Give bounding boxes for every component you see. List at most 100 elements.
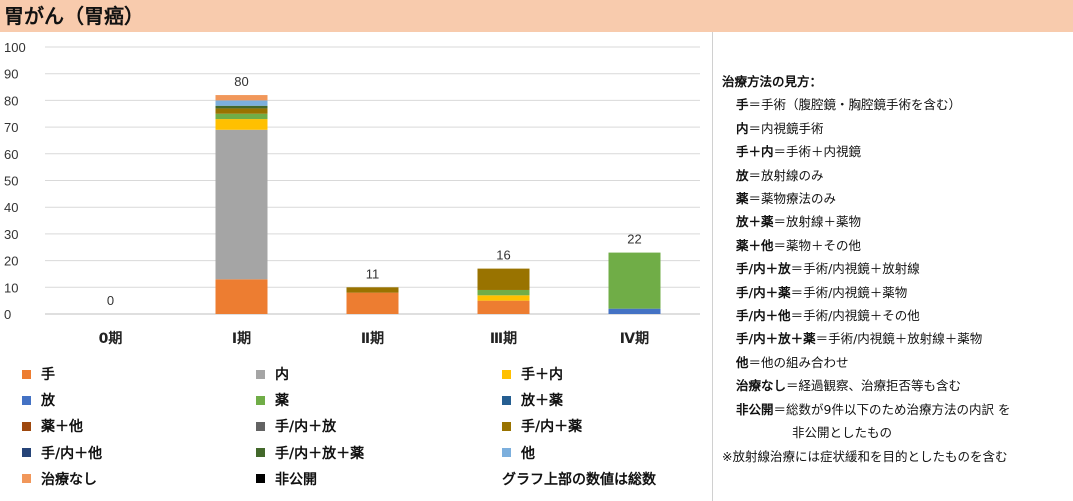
bar-segment [477,295,530,301]
note-key: 放 [736,167,749,183]
note-text: ＝手術＋内視鏡 [773,144,862,160]
note-text: ＝放射線のみ [748,167,824,183]
x-tick-label: Ⅰ期 [232,331,251,347]
legend-item: 手 [22,364,55,384]
stacked-bar-chart: 0 10 20 30 40 50 60 70 80 90 100 0 0期 80 Ⅰ期 11 Ⅱ期 16 Ⅲ期 22 Ⅳ… [4,40,700,347]
panel-divider [712,32,713,501]
bar-segment [215,95,268,101]
bar-segment [477,300,530,314]
legend-item: 手/内＋薬 [502,416,582,436]
note-text: ＝他の組み合わせ [748,354,849,370]
legend-label: 非公開 [275,471,317,488]
y-tick-label: 90 [4,67,18,82]
note-text: ＝薬物＋その他 [773,237,862,253]
x-tick-label: 0期 [99,331,123,347]
x-tick-label: Ⅳ期 [620,331,649,347]
legend-label: 手＋内 [521,367,563,383]
note-text: ＝内視鏡手術 [748,120,824,136]
legend-label: 手 [41,367,55,383]
legend-label: 薬＋他 [41,419,83,436]
legend-swatch [22,448,31,458]
legend-swatch [256,369,265,379]
y-tick-label: 0 [4,307,11,322]
legend-label: 内 [275,367,289,383]
note-text: ＝手術/内視鏡＋放射線 [790,261,920,277]
bar-segment [215,108,268,114]
note-text: ＝総数が9件以下のため治療方法の内訳 を [773,401,1011,417]
note-item: 手＝手術（腹腔鏡・胸腔鏡手術を含む） [722,93,1067,116]
legend-swatch [502,448,511,458]
note-item: 薬＝薬物療法のみ [722,187,1067,210]
legend-item: 薬 [256,390,289,410]
legend-swatch [502,395,511,405]
note-item: 手/内＋放＋薬＝手術/内視鏡＋放射線＋薬物 [722,327,1067,350]
legend-swatch [22,395,31,405]
bar-segment [215,279,268,314]
note-key: 内 [736,120,749,136]
legend-swatch [502,421,511,431]
total-label: 16 [496,248,510,263]
legend-swatch [22,369,31,379]
bar-segment [608,252,661,309]
legend-swatch [256,448,265,458]
note-text: ＝薬物療法のみ [748,191,837,207]
page-title: 胃がん（胃癌） [0,0,1073,32]
legend-swatch [502,369,511,379]
legend-item: 手/内＋放＋薬 [256,443,364,463]
note-item: 手＋内＝手術＋内視鏡 [722,140,1067,163]
note-item: 放＝放射線のみ [722,164,1067,187]
note-item: 放＋薬＝放射線＋薬物 [722,210,1067,233]
legend-item: 内 [256,364,289,384]
legend-item: 他 [502,443,535,463]
legend-label: 放＋薬 [521,393,563,410]
note-text: ＝手術/内視鏡＋放射線＋薬物 [815,331,983,347]
note-key: 手/内＋放＋薬 [736,331,816,347]
x-tick-label: Ⅲ期 [490,331,517,347]
note-text: ＝手術（腹腔鏡・胸腔鏡手術を含む） [748,97,962,113]
legend-label: 放 [41,393,55,410]
legend-item: 放＋薬 [502,390,563,410]
note-key: 手 [736,97,749,113]
legend-item: 手/内＋放 [256,416,336,436]
bar-segment [477,289,530,296]
legend-item: 手/内＋他 [22,443,102,463]
y-tick-label: 70 [4,120,18,135]
x-tick-label: Ⅱ期 [361,331,384,347]
legend-label: 手/内＋放 [275,419,337,436]
bar-segment [215,129,268,280]
notes-footnote: ※放射線治療には症状緩和を目的としたものを含む [722,448,1008,464]
y-tick-label: 10 [4,280,18,295]
legend-label: 治療なし [41,471,97,488]
legend-swatch [256,474,265,484]
note-key: 非公開 [736,401,774,417]
note-key: 放＋薬 [736,214,774,230]
y-tick-label: 100 [4,40,26,55]
legend-note: グラフ上部の数値は総数 [502,471,656,488]
total-label: 11 [366,266,380,281]
bar-segment [215,113,268,120]
bar-segment [608,308,661,314]
bar-segment [215,100,268,106]
bar-segment [215,105,268,109]
bar-segment [215,119,268,130]
note-key: 治療なし [736,378,787,394]
legend-item: 放 [22,390,55,410]
note-key: 手/内＋放 [736,261,791,277]
note-key: 薬 [736,191,749,207]
note-key: 手/内＋薬 [736,284,791,300]
legend-swatch [22,421,31,431]
y-tick-label: 40 [4,200,18,215]
total-label: 0 [107,293,114,308]
bar-segment [477,268,530,290]
note-key: 手＋内 [736,144,774,160]
note-key: 薬＋他 [736,237,774,253]
y-tick-label: 20 [4,254,18,269]
bar-segment [346,287,399,293]
legend-item: 薬＋他 [22,416,83,436]
note-item: 治療なし＝経過観察、治療拒否等も含む [722,374,1067,397]
note-item: 他＝他の組み合わせ [722,351,1067,374]
note-text: ＝手術/内視鏡＋薬物 [790,284,908,300]
note-key: 他 [736,354,749,370]
y-tick-label: 80 [4,93,18,108]
note-text: ＝経過観察、治療拒否等も含む [786,378,962,394]
